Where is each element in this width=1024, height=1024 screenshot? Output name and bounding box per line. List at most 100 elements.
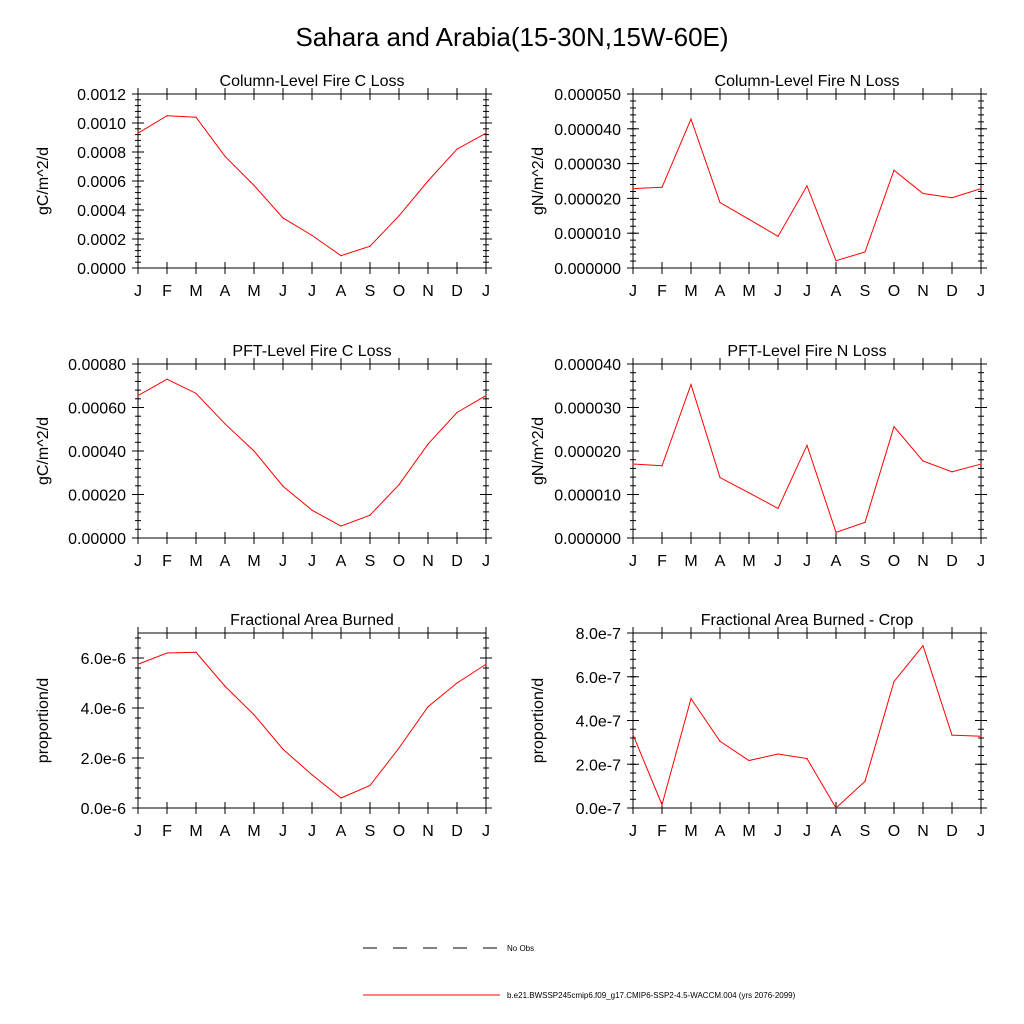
data-point — [398, 215, 400, 217]
y-tick-label: 0.0e-6 — [81, 801, 126, 818]
x-tick-label: D — [451, 553, 463, 570]
x-tick-label: F — [657, 553, 667, 570]
x-tick-label: J — [482, 823, 490, 840]
series-line — [137, 651, 487, 799]
data-point — [311, 234, 313, 236]
data-point — [253, 714, 255, 716]
data-point — [951, 197, 953, 199]
x-tick-label: A — [831, 553, 842, 570]
x-tick-label: J — [482, 283, 490, 300]
data-point — [311, 509, 313, 511]
x-tick-label: F — [162, 553, 172, 570]
y-tick-label: 0.000040 — [554, 122, 621, 139]
x-tick-label: N — [917, 553, 929, 570]
y-tick-label: 0.000010 — [554, 488, 621, 505]
x-tick-label: S — [365, 823, 376, 840]
data-point — [427, 180, 429, 182]
x-tick-label: J — [774, 823, 782, 840]
data-point — [632, 734, 634, 736]
data-point — [864, 521, 866, 523]
data-point — [951, 471, 953, 473]
data-point — [922, 460, 924, 462]
y-tick-label: 0.000030 — [554, 157, 621, 174]
data-point — [835, 807, 837, 809]
data-point — [224, 685, 226, 687]
x-tick-label: J — [308, 283, 316, 300]
data-point — [369, 245, 371, 247]
x-tick-label: J — [308, 823, 316, 840]
data-point — [340, 797, 342, 799]
plot-frame — [632, 93, 982, 269]
data-point — [427, 706, 429, 708]
data-point — [224, 423, 226, 425]
x-tick-label: A — [831, 283, 842, 300]
x-tick-label: N — [422, 553, 434, 570]
y-axis-label: gC/m^2/d — [35, 417, 52, 485]
data-point — [195, 116, 197, 118]
x-tick-label: F — [162, 823, 172, 840]
legend-label-no-obs: No Obs — [507, 944, 535, 953]
data-point — [195, 651, 197, 653]
data-point — [864, 251, 866, 253]
x-tick-label: A — [220, 283, 231, 300]
y-axis-label: proportion/d — [35, 678, 52, 763]
x-tick-label: J — [977, 553, 985, 570]
x-tick-label: S — [860, 553, 871, 570]
y-tick-label: 0.000000 — [554, 261, 621, 278]
x-tick-label: M — [247, 283, 260, 300]
data-point — [661, 804, 663, 806]
data-point — [719, 740, 721, 742]
data-point — [632, 188, 634, 190]
data-point — [398, 484, 400, 486]
data-point — [748, 492, 750, 494]
data-point — [719, 201, 721, 204]
data-point — [835, 260, 837, 262]
data-point — [980, 463, 982, 465]
x-tick-label: J — [774, 283, 782, 300]
data-point — [282, 217, 284, 219]
x-tick-label: A — [336, 823, 347, 840]
data-point — [922, 192, 924, 195]
data-point — [806, 185, 808, 187]
x-tick-label: J — [308, 553, 316, 570]
y-tick-label: 0.0004 — [77, 203, 126, 220]
data-point — [719, 476, 721, 479]
y-tick-label: 6.0e-6 — [81, 651, 126, 668]
x-tick-label: A — [715, 553, 726, 570]
data-point — [980, 188, 982, 190]
x-tick-label: O — [393, 823, 405, 840]
x-tick-label: N — [917, 283, 929, 300]
x-tick-label: O — [888, 283, 900, 300]
chart-title: Fractional Area Burned - Crop — [701, 612, 914, 629]
y-tick-label: 0.00000 — [68, 531, 126, 548]
x-tick-label: J — [774, 553, 782, 570]
data-point — [485, 394, 487, 397]
x-tick-label: J — [134, 553, 142, 570]
x-tick-label: F — [657, 283, 667, 300]
data-point — [951, 734, 953, 736]
data-point — [369, 514, 371, 516]
y-axis-label: gC/m^2/d — [35, 147, 52, 215]
data-point — [398, 747, 400, 749]
x-tick-label: J — [482, 553, 490, 570]
series-line — [632, 382, 982, 533]
data-point — [456, 411, 458, 414]
data-point — [311, 774, 313, 776]
x-tick-label: S — [365, 553, 376, 570]
y-tick-label: 8.0e-7 — [576, 626, 621, 643]
chart-fractional-area-burned-crop: Fractional Area Burned - Crop proportion/… — [530, 612, 987, 840]
y-axis-label: gN/m^2/d — [530, 417, 547, 485]
chart-title: Fractional Area Burned — [230, 612, 394, 629]
y-tick-label: 0.0012 — [77, 87, 126, 104]
chart-title: Column-Level Fire C Loss — [220, 73, 405, 90]
x-tick-label: M — [684, 283, 697, 300]
data-point — [922, 645, 924, 647]
x-tick-label: M — [189, 553, 202, 570]
x-tick-label: M — [247, 553, 260, 570]
plot-frame — [632, 363, 982, 539]
x-tick-label: D — [946, 823, 958, 840]
x-tick-label: A — [220, 553, 231, 570]
